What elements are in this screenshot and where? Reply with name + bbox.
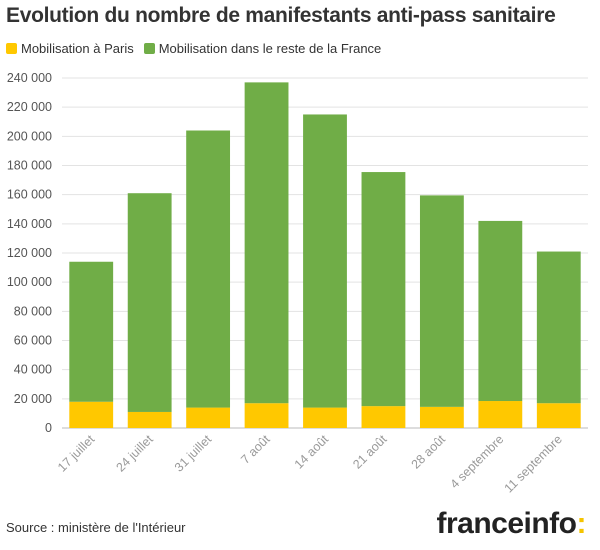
x-tick-label: 14 août [292, 432, 332, 472]
bar-reste-france [69, 261, 114, 402]
y-tick-label: 20 000 [14, 392, 52, 406]
bar-reste-france [186, 130, 231, 408]
brand-colon: : [576, 507, 587, 540]
x-tick-label: 7 août [238, 432, 273, 467]
x-tick-label: 28 août [409, 432, 449, 472]
legend-item-reste-france: Mobilisation dans le reste de la France [143, 41, 382, 56]
source-note: Source : ministère de l'Intérieur [6, 520, 186, 535]
x-tick-label: 17 juillet [55, 432, 98, 475]
chart-title: Evolution du nombre de manifestants anti… [6, 4, 556, 27]
bar-paris [244, 403, 289, 428]
bar-reste-france [478, 220, 523, 402]
y-tick-label: 60 000 [14, 334, 52, 348]
y-tick-label: 240 000 [7, 71, 52, 85]
y-tick-label: 80 000 [14, 304, 52, 318]
brand-name: franceinfo [436, 507, 577, 540]
y-tick-label: 40 000 [14, 363, 52, 377]
y-tick-label: 180 000 [7, 159, 52, 173]
y-tick-label: 120 000 [7, 246, 52, 260]
legend-swatch-paris [6, 43, 17, 54]
bar-paris [303, 407, 347, 428]
bar-chart: 0 20 000 40 000 60 000 80 000 100 000 120 000 1… [7, 71, 588, 496]
bar-paris [361, 406, 406, 428]
x-tick-label: 21 août [350, 432, 390, 472]
franceinfo-logo: franceinfo: [436, 507, 586, 541]
legend-item-paris: Mobilisation à Paris [6, 41, 134, 56]
bar-paris [69, 401, 114, 428]
x-tick-label: 31 juillet [172, 432, 215, 475]
x-tick-label: 11 septembre [502, 432, 565, 495]
x-tick-label: 24 juillet [113, 432, 156, 475]
y-tick-label: 100 000 [7, 275, 52, 289]
bar-reste-france [536, 251, 581, 404]
bar-paris [127, 411, 172, 428]
x-tick-label: 4 septembre [447, 432, 506, 491]
bar-reste-france [303, 114, 347, 408]
legend-label-paris: Mobilisation à Paris [21, 41, 134, 56]
bar-reste-france [127, 193, 172, 412]
y-tick-label: 0 [45, 421, 52, 435]
bar-reste-france [361, 172, 406, 407]
legend-swatch-reste-france [143, 43, 155, 54]
bar-paris [186, 407, 231, 428]
bar-reste-france [244, 82, 289, 404]
legend-label-reste-france: Mobilisation dans le reste de la France [158, 41, 382, 56]
y-tick-label: 160 000 [7, 188, 52, 202]
y-tick-label: 200 000 [7, 129, 52, 143]
bar-paris [536, 403, 581, 428]
y-tick-label: 220 000 [7, 100, 52, 114]
bar-paris [478, 401, 523, 428]
bar-reste-france [419, 195, 464, 407]
legend: Mobilisation à Paris Mobilisation dans l… [6, 41, 391, 56]
bar-paris [419, 406, 464, 428]
y-tick-label: 140 000 [7, 217, 52, 231]
